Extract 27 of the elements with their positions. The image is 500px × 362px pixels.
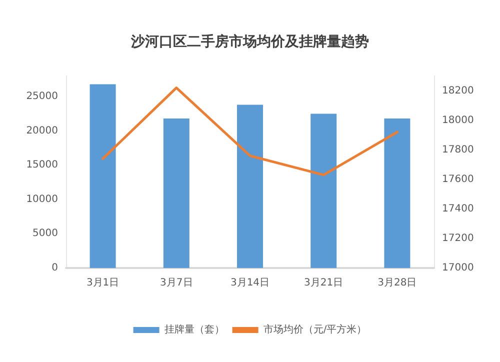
x-tick-label: 3月21日 xyxy=(304,278,344,288)
y-tick-label: 0 xyxy=(52,262,58,274)
bar xyxy=(163,118,190,268)
y2-tick-label: 17000 xyxy=(442,262,474,274)
y2-tick-label: 17800 xyxy=(442,144,474,156)
y2-tick-label: 18000 xyxy=(442,114,474,126)
x-tick-label: 3月1日 xyxy=(86,278,120,288)
y2-tick-label: 17600 xyxy=(442,174,474,185)
y2-tick-label: 17200 xyxy=(442,232,474,244)
bar xyxy=(384,118,410,268)
chart-title: 沙河口区二手房市场均价及挂牌量趋势 xyxy=(130,33,369,50)
y-tick-label: 10000 xyxy=(26,194,58,205)
bar xyxy=(90,84,116,268)
x-tick-label: 3月14日 xyxy=(230,278,270,288)
bar xyxy=(310,114,337,268)
line-series xyxy=(102,86,398,176)
x-tick-label: 3月7日 xyxy=(160,278,193,288)
y-tick-label: 15000 xyxy=(26,160,58,171)
y-tick-label: 25000 xyxy=(26,91,58,102)
bar xyxy=(237,104,263,268)
y2-tick-label: 17400 xyxy=(442,203,474,214)
y2-tick-label: 18200 xyxy=(442,85,474,96)
legend-label: 挂牌量（套） xyxy=(164,324,224,336)
legend-label: 市场均价（元/平方米） xyxy=(263,324,367,336)
y-tick-label: 20000 xyxy=(26,125,58,136)
y-tick-label: 5000 xyxy=(32,228,58,240)
x-tick-label: 3月28日 xyxy=(378,278,417,288)
